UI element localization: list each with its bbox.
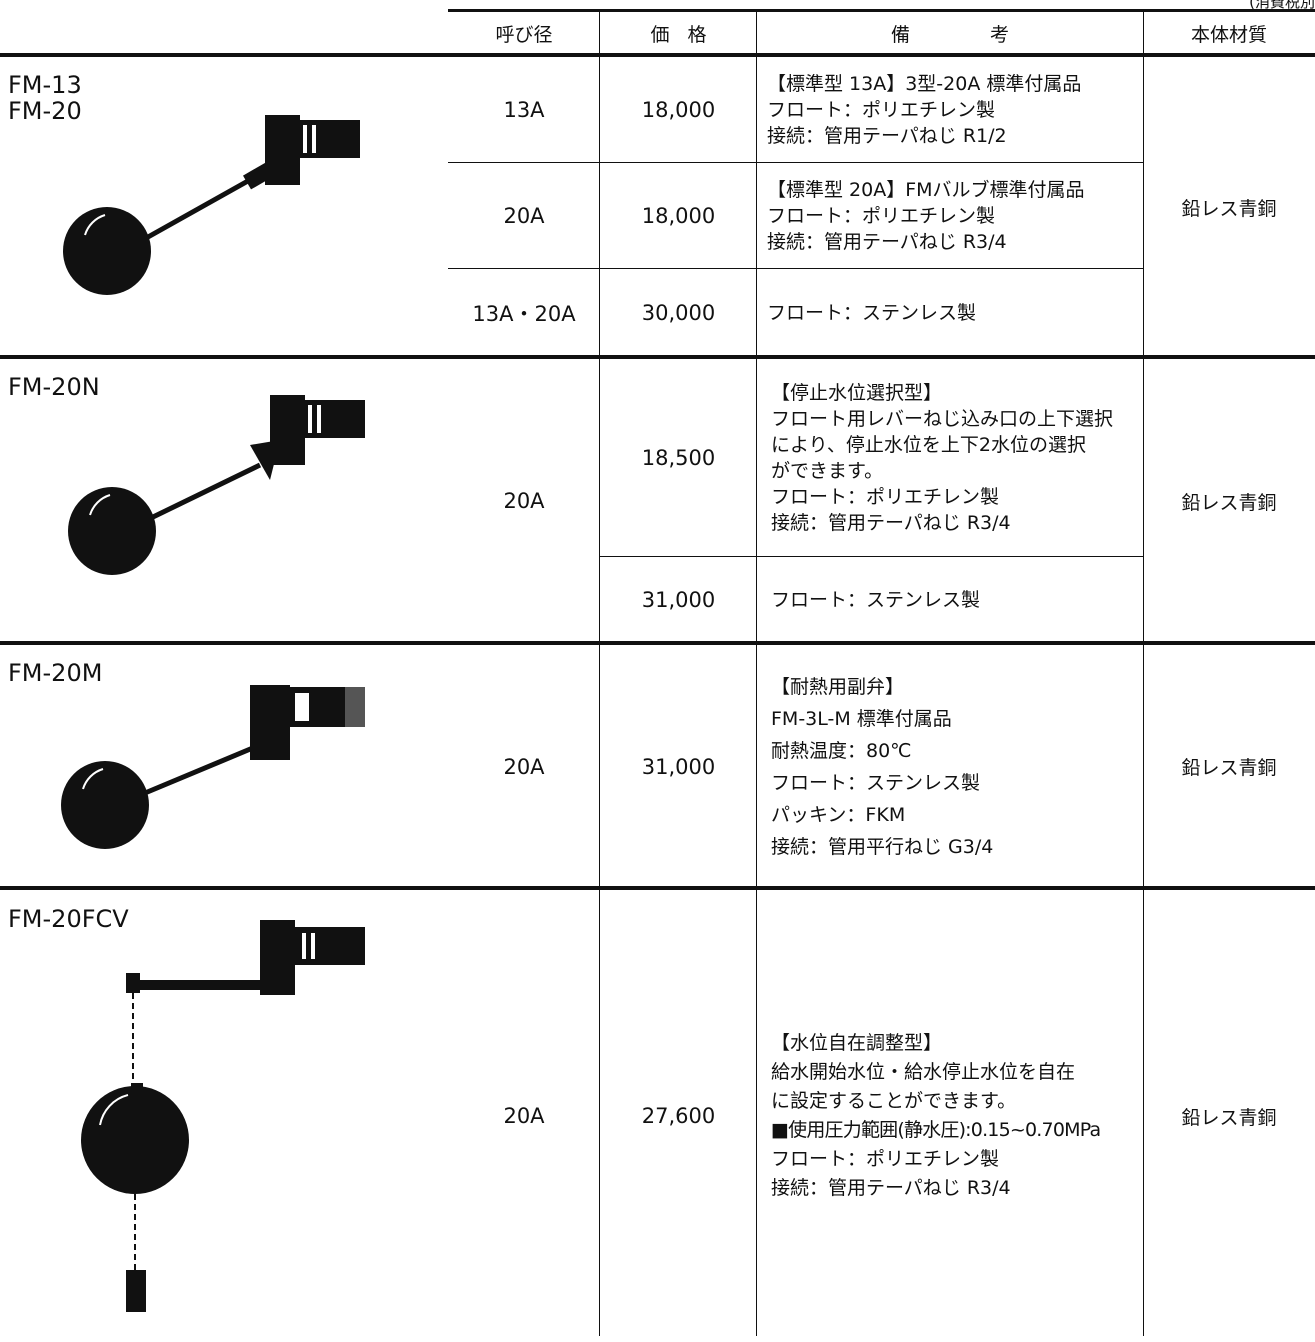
remark-line: に設定することができます。 (771, 1090, 1017, 1112)
remarks: 【標準型 20A】FMバルブ標準付属品 フロート：ポリエチレン製 接続：管用テーパね… (757, 163, 1143, 269)
remark-line: 耐熱温度：80℃ (771, 739, 912, 762)
remark-line: 給水開始水位・給水停止水位を自在 (771, 1061, 1076, 1083)
valve-illustration (81, 920, 365, 1312)
remark-line: 接続：管用平行ねじ G3/4 (771, 835, 994, 858)
remark-line: フロート用レバーねじ込み口の上下選択 (771, 408, 1114, 430)
remark-line: 接続：管用テーパねじ R1/2 (767, 125, 1007, 147)
remark-line: 接続：管用テーパねじ R3/4 (767, 231, 1007, 253)
material: 鉛レス青銅 (1181, 1106, 1277, 1129)
model: FM-13 (8, 71, 82, 99)
size: 13A (503, 98, 545, 122)
price: 30,000 (641, 301, 716, 325)
model: FM-20M (8, 659, 103, 687)
valve-illustration (63, 115, 360, 295)
rule (448, 268, 1143, 269)
remark-line: フロート：ステンレス製 (771, 589, 981, 611)
rule (756, 10, 757, 1336)
price: 31,000 (641, 754, 716, 779)
remark-line: フロート：ポリエチレン製 (767, 205, 996, 227)
remark-line: 【水位自在調整型】 (771, 1032, 943, 1054)
material: 鉛レス青銅 (1181, 197, 1277, 220)
remark-line: 【標準型 20A】FMバルブ標準付属品 (767, 179, 1085, 201)
price: 27,600 (641, 1104, 716, 1128)
remark-line: ができます。 (771, 460, 884, 482)
remark-line: FM-3L-M 標準付属品 (771, 707, 952, 730)
remark-line: フロート：ポリエチレン製 (771, 486, 1000, 508)
rule (1143, 10, 1144, 1336)
rule (0, 53, 1315, 57)
remark-line: フロート：ポリエチレン製 (771, 1148, 1000, 1170)
remark-line: 接続：管用テーパねじ R3/4 (771, 1177, 1011, 1199)
size: 20A (503, 489, 545, 513)
remarks: 【停止水位選択型】フロート用レバーねじ込み口の上下選択 により、停止水位を上下2水… (757, 359, 1143, 557)
size: 20A (503, 1104, 545, 1128)
price: 18,000 (641, 98, 716, 122)
remarks: 【水位自在調整型】給水開始水位・給水停止水位を自在 に設定することができます。 ■使… (757, 890, 1143, 1342)
rule (0, 355, 1315, 359)
header-cell: 価格 (650, 23, 725, 46)
rule (0, 886, 1315, 890)
rule (600, 556, 1143, 557)
header-cell: 備考 (890, 23, 1089, 46)
remarks: フロート：ステンレス製 (757, 557, 1143, 643)
remark-line: 【停止水位選択型】 (771, 382, 943, 404)
remarks: 【標準型 13A】3型-20A 標準付属品 フロート：ポリエチレン製 接続：管用テー… (757, 57, 1143, 163)
note: (消費税別 (1249, 0, 1315, 11)
model: FM-20FCV (8, 905, 129, 933)
rule (0, 641, 1315, 645)
remarks: 【耐熱用副弁】 FM-3L-M 標準付属品 耐熱温度：80℃ フロート：ステンレス製パ… (757, 645, 1143, 888)
remark-line: 接続：管用テーパねじ R3/4 (771, 512, 1011, 534)
remark-line: フロート：ポリエチレン製 (767, 99, 996, 121)
valve-illustration (68, 395, 365, 575)
price: 18,500 (641, 446, 716, 470)
remark-line: パッキン：FKM (771, 803, 906, 826)
remark-line: 【標準型 13A】3型-20A 標準付属品 (767, 73, 1082, 95)
remarks: フロート：ステンレス製 (757, 269, 1143, 357)
material: 鉛レス青銅 (1181, 491, 1277, 514)
remark-line: ■使用圧力範囲(静水圧):0.15~0.70MPa (771, 1119, 1101, 1141)
valve-illustration (61, 685, 365, 849)
model: FM-20 (8, 97, 82, 125)
size: 20A (503, 204, 545, 228)
header-cell: 呼び径 (495, 23, 553, 46)
price: 18,000 (641, 204, 716, 228)
price: 31,000 (641, 588, 716, 612)
material: 鉛レス青銅 (1181, 757, 1277, 779)
model: FM-20N (8, 373, 100, 401)
remark-line: フロート：ステンレス製 (771, 771, 981, 794)
rule (448, 9, 1315, 12)
rule (599, 10, 600, 1336)
size: 20A (503, 754, 545, 779)
header-cell: 本体材質 (1190, 23, 1267, 46)
rule (448, 162, 1143, 163)
remark-line: フロート：ステンレス製 (767, 302, 977, 324)
size: 13A・20A (472, 302, 576, 326)
remark-line: により、停止水位を上下2水位の選択 (771, 434, 1086, 456)
remark-line: 【耐熱用副弁】 (771, 675, 905, 698)
